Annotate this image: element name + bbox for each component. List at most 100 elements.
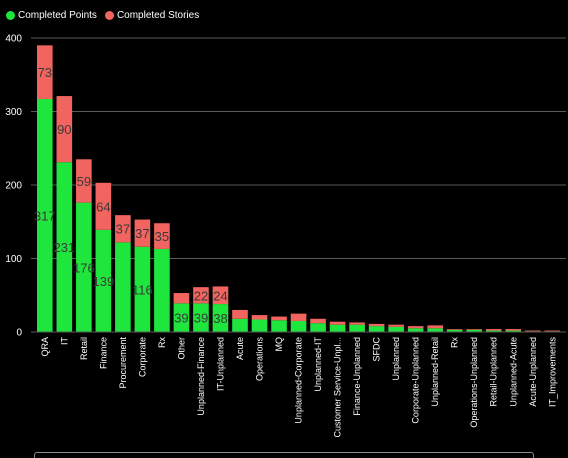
bar-7-points-label: 39 (174, 311, 188, 326)
bar-7-stories (173, 293, 190, 304)
x-tick-label-13: Unplanned-Corporate (294, 337, 304, 424)
x-tick-label-4: Procurement (118, 337, 128, 389)
x-tick-label-10: Acute (235, 337, 245, 360)
bar-25-stories (524, 330, 541, 332)
bar-8-points (193, 303, 209, 332)
bar-5-stories (134, 219, 151, 247)
bar-3-points (95, 229, 112, 332)
bar-22-stories (466, 329, 483, 330)
bar-8-stories-label: 22 (194, 288, 208, 303)
bar-16-stories (349, 322, 365, 325)
bar-6-stories (154, 223, 170, 249)
chart-legend: Completed Points Completed Stories (6, 10, 199, 21)
bar-1-points (56, 162, 73, 332)
bar-2-stories-label: 59 (77, 174, 91, 189)
bar-11-stories (251, 315, 268, 320)
bar-4-stories (115, 215, 131, 243)
x-tick-label-2: Retail (79, 337, 89, 360)
legend-swatch-stories (104, 11, 114, 20)
bar-23-points (485, 330, 502, 332)
bar-18-stories (388, 324, 404, 327)
legend-label-stories: Completed Stories (116, 10, 200, 21)
bar-15-points (329, 324, 346, 332)
bar-12-stories (271, 316, 287, 321)
bar-21-stories (446, 329, 463, 330)
bar-10-stories (232, 309, 248, 319)
bar-8-stories (193, 287, 209, 304)
x-tick-label-19: Corporate-Unplanned (411, 337, 421, 424)
bar-0-points-label: 317 (34, 209, 56, 224)
x-tick-label-9: IT-Unplanned (215, 337, 225, 391)
bar-13-stories (290, 313, 307, 321)
x-tick-label-1: IT (59, 336, 69, 345)
bar-7-points (173, 303, 190, 332)
bar-12-points (271, 320, 287, 332)
x-tick-label-14: Unplanned-IT (313, 337, 323, 392)
bar-20-points (427, 328, 443, 332)
bar-15-stories (329, 321, 346, 325)
x-tick-label-15: Customer Service-Unpl... (333, 337, 343, 438)
bar-9-stories (212, 286, 229, 305)
bar-21-points (446, 329, 463, 332)
bar-9-stories-label: 24 (213, 288, 227, 303)
x-tick-label-25: Acute-Unplanned (528, 337, 538, 407)
bar-5-points (134, 246, 151, 332)
horizontal-scrollbar[interactable] (34, 452, 534, 458)
bar-13-points (290, 320, 307, 332)
bar-1-stories (56, 96, 73, 163)
bar-3-stories-label: 64 (96, 199, 110, 214)
bar-9-points (212, 304, 229, 332)
bar-24-points (505, 330, 522, 332)
bar-22-points (466, 329, 483, 332)
bar-5-points-label: 116 (132, 282, 153, 297)
bar-3-stories (95, 182, 112, 230)
legend-label-points: Completed Points (18, 10, 97, 21)
x-tick-label-23: Retail-Unplanned (489, 337, 499, 407)
legend-item-completed-stories[interactable]: Completed Stories (104, 10, 200, 21)
legend-swatch-points (6, 11, 15, 20)
bar-23-stories (485, 329, 502, 331)
bar-9-points-label: 38 (213, 311, 227, 326)
bar-5-stories-label: 37 (135, 226, 149, 241)
bar-19-stories (407, 326, 424, 329)
bar-24-stories (505, 329, 522, 331)
bar-2-points-label: 176 (73, 260, 95, 275)
x-tick-label-24: Unplanned-Acute (508, 337, 518, 407)
bar-14-stories (310, 318, 326, 324)
bar-20-stories (427, 325, 443, 329)
bar-1-points-label: 231 (53, 240, 75, 255)
bar-1-stories-label: 90 (57, 122, 71, 137)
bar-6-stories-label: 35 (155, 229, 169, 244)
bar-16-points (349, 324, 365, 332)
bar-18-points (388, 326, 404, 332)
bar-0-stories-label: 73 (38, 65, 52, 80)
x-tick-label-6: Rx (157, 337, 167, 348)
x-tick-label-20: Unplanned-Retail (430, 337, 440, 407)
bar-17-points (368, 326, 385, 332)
x-tick-label-22: Operations-Unplanned (469, 337, 479, 428)
x-tick-label-16: Finance-Unplanned (352, 337, 362, 416)
y-tick-label-100: 100 (5, 254, 22, 265)
x-tick-label-7: Other (176, 337, 186, 360)
bar-0-stories (37, 45, 53, 100)
x-tick-label-12: MQ (274, 337, 284, 352)
y-tick-label-300: 300 (5, 107, 22, 118)
bar-4-points (115, 242, 131, 332)
bar-26-stories (544, 330, 561, 332)
bar-3-points-label: 139 (93, 274, 115, 289)
y-tick-label-400: 400 (5, 34, 22, 45)
bar-19-points (407, 328, 424, 332)
x-tick-label-17: SFDC (372, 337, 382, 362)
x-tick-label-18: Unplanned (391, 337, 401, 381)
x-tick-label-11: Operations (255, 337, 265, 382)
bar-4-stories-label: 37 (116, 222, 130, 237)
bar-8-points-label: 39 (194, 311, 208, 326)
legend-item-completed-points[interactable]: Completed Points (6, 10, 97, 21)
bar-0-points (37, 99, 53, 332)
x-tick-label-5: Corporate (137, 337, 147, 377)
bar-10-points (232, 318, 248, 332)
bar-2-stories (76, 159, 92, 203)
bar-6-points (154, 248, 170, 332)
bar-2-points (76, 202, 92, 332)
bar-17-stories (368, 323, 385, 327)
